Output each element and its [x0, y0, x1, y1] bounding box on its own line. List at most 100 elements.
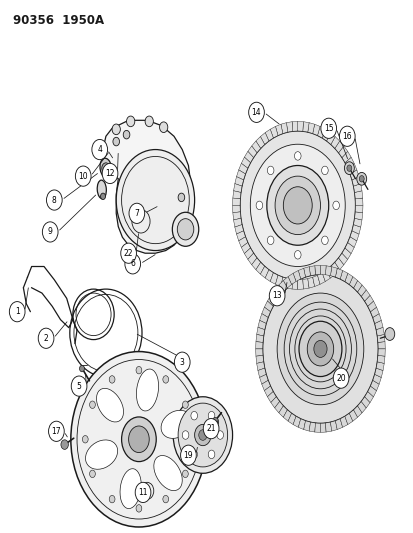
Polygon shape — [282, 277, 291, 288]
Polygon shape — [247, 253, 256, 265]
Circle shape — [174, 352, 190, 372]
Polygon shape — [260, 266, 268, 278]
Polygon shape — [298, 419, 305, 430]
Polygon shape — [326, 266, 335, 278]
Circle shape — [203, 418, 218, 439]
Circle shape — [82, 435, 88, 443]
Polygon shape — [267, 295, 275, 306]
Polygon shape — [351, 224, 360, 234]
Circle shape — [268, 286, 284, 306]
Polygon shape — [270, 126, 278, 138]
Polygon shape — [297, 122, 303, 131]
Polygon shape — [270, 273, 278, 284]
Polygon shape — [314, 265, 320, 274]
Text: 20: 20 — [335, 374, 345, 383]
Polygon shape — [255, 334, 263, 342]
Polygon shape — [261, 307, 270, 318]
Circle shape — [356, 172, 366, 185]
Polygon shape — [303, 266, 310, 277]
Polygon shape — [251, 141, 260, 153]
Ellipse shape — [85, 440, 117, 469]
Circle shape — [136, 505, 142, 512]
Circle shape — [159, 122, 167, 133]
Polygon shape — [330, 266, 337, 277]
Circle shape — [71, 352, 206, 527]
Polygon shape — [341, 151, 350, 163]
Text: 16: 16 — [342, 132, 351, 141]
Polygon shape — [292, 416, 300, 427]
Polygon shape — [232, 205, 240, 213]
Circle shape — [282, 187, 311, 224]
Polygon shape — [370, 381, 378, 391]
Polygon shape — [374, 368, 382, 377]
Text: 10: 10 — [78, 172, 88, 181]
Polygon shape — [232, 191, 240, 199]
Polygon shape — [351, 176, 360, 186]
Circle shape — [112, 124, 120, 135]
Polygon shape — [251, 258, 260, 270]
Text: 2: 2 — [44, 334, 48, 343]
Circle shape — [189, 435, 195, 443]
Circle shape — [339, 126, 354, 147]
Circle shape — [100, 193, 105, 199]
Polygon shape — [357, 401, 366, 413]
Circle shape — [180, 445, 196, 465]
Polygon shape — [270, 290, 279, 301]
Circle shape — [178, 193, 184, 201]
Polygon shape — [256, 362, 264, 370]
Polygon shape — [349, 231, 358, 241]
Ellipse shape — [161, 410, 191, 438]
Circle shape — [211, 417, 218, 426]
Circle shape — [182, 401, 188, 408]
Circle shape — [89, 470, 95, 478]
Text: 1: 1 — [15, 307, 19, 316]
Circle shape — [162, 495, 168, 503]
Polygon shape — [275, 276, 282, 287]
Polygon shape — [347, 164, 356, 174]
Polygon shape — [255, 136, 264, 148]
Polygon shape — [287, 273, 295, 285]
Circle shape — [136, 367, 142, 374]
Circle shape — [321, 236, 328, 245]
Polygon shape — [344, 273, 352, 285]
Polygon shape — [286, 279, 292, 289]
Polygon shape — [372, 313, 380, 324]
Polygon shape — [309, 422, 315, 432]
Circle shape — [248, 102, 264, 123]
Text: 6: 6 — [130, 260, 135, 268]
Circle shape — [190, 411, 197, 420]
Polygon shape — [353, 280, 361, 292]
Polygon shape — [278, 280, 287, 292]
Circle shape — [116, 150, 194, 251]
Polygon shape — [232, 198, 240, 205]
Polygon shape — [255, 342, 262, 349]
Circle shape — [321, 166, 328, 175]
Circle shape — [126, 116, 135, 127]
Text: 3: 3 — [179, 358, 184, 367]
Polygon shape — [259, 374, 268, 384]
Polygon shape — [264, 386, 273, 397]
Polygon shape — [357, 285, 366, 296]
Polygon shape — [353, 184, 361, 192]
Polygon shape — [353, 406, 361, 417]
Polygon shape — [270, 397, 279, 408]
Circle shape — [113, 138, 119, 146]
Polygon shape — [247, 146, 256, 158]
Circle shape — [172, 212, 198, 246]
Polygon shape — [274, 401, 282, 413]
Polygon shape — [354, 191, 362, 199]
Polygon shape — [370, 307, 378, 318]
Circle shape — [38, 328, 54, 349]
Text: 11: 11 — [138, 488, 147, 497]
Polygon shape — [241, 157, 250, 168]
Polygon shape — [334, 141, 343, 153]
Circle shape — [332, 368, 348, 388]
Circle shape — [102, 163, 110, 173]
Polygon shape — [338, 146, 347, 158]
Circle shape — [178, 403, 227, 467]
Circle shape — [109, 495, 115, 503]
Polygon shape — [341, 248, 350, 260]
Polygon shape — [353, 219, 361, 227]
Text: 22: 22 — [123, 249, 133, 258]
Circle shape — [194, 424, 211, 446]
